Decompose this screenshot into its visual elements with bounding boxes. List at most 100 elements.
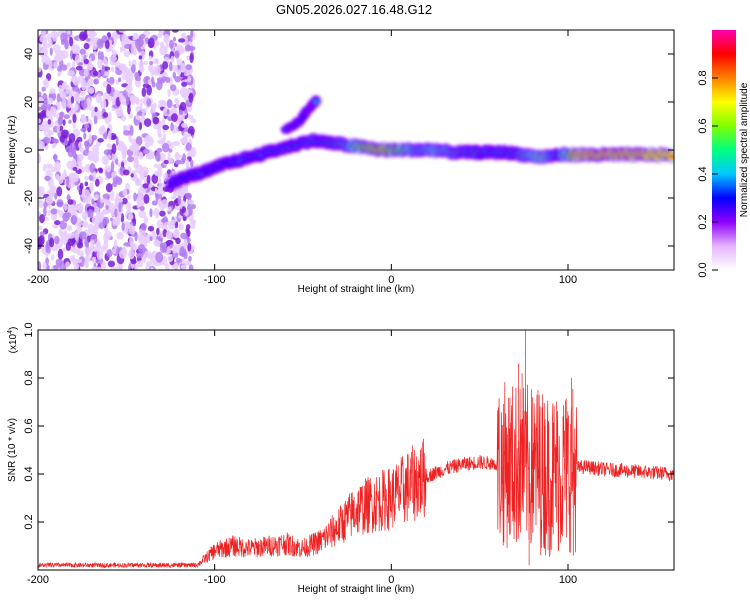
noise-speckle bbox=[122, 169, 130, 176]
noise-speckle bbox=[114, 208, 118, 218]
noise-speckle bbox=[137, 187, 143, 198]
noise-speckle bbox=[66, 175, 70, 187]
colorbar-tick-label: 0.6 bbox=[697, 118, 709, 133]
noise-speckle bbox=[82, 189, 91, 199]
noise-speckle bbox=[166, 108, 170, 115]
noise-speckle bbox=[136, 198, 140, 209]
noise-speckle bbox=[67, 203, 75, 214]
noise-speckle bbox=[180, 86, 187, 98]
noise-speckle bbox=[72, 166, 78, 171]
noise-speckle bbox=[38, 66, 42, 73]
noise-speckle bbox=[116, 177, 123, 186]
noise-speckle bbox=[65, 84, 71, 95]
noise-speckle bbox=[129, 225, 136, 235]
noise-speckle bbox=[56, 199, 64, 208]
noise-speckle bbox=[95, 215, 101, 226]
noise-speckle bbox=[106, 83, 112, 95]
spectrogram-y-tick-label: -20 bbox=[23, 190, 35, 206]
noise-speckle bbox=[50, 208, 58, 215]
noise-speckle bbox=[121, 115, 127, 122]
noise-speckle bbox=[157, 132, 163, 139]
noise-speckle bbox=[69, 255, 75, 262]
noise-speckle bbox=[121, 222, 125, 231]
noise-speckle bbox=[127, 213, 133, 221]
noise-speckle bbox=[158, 177, 162, 187]
noise-speckle bbox=[44, 175, 51, 181]
noise-speckle bbox=[124, 38, 132, 45]
noise-speckle bbox=[158, 120, 163, 129]
noise-speckle bbox=[53, 153, 57, 162]
noise-speckle bbox=[95, 114, 103, 120]
noise-speckle bbox=[101, 260, 106, 270]
noise-speckle bbox=[67, 237, 76, 247]
noise-speckle bbox=[173, 262, 179, 270]
noise-speckle bbox=[85, 254, 89, 264]
noise-speckle bbox=[56, 186, 63, 197]
noise-speckle bbox=[151, 200, 158, 206]
noise-speckle bbox=[67, 233, 75, 239]
noise-speckle bbox=[154, 57, 159, 65]
noise-speckle bbox=[58, 84, 63, 94]
noise-speckle bbox=[136, 115, 141, 121]
noise-speckle bbox=[138, 169, 143, 176]
noise-speckle bbox=[175, 237, 181, 245]
snr-x-tick-label: 100 bbox=[559, 574, 577, 586]
noise-speckle bbox=[156, 227, 160, 236]
noise-speckle bbox=[165, 240, 174, 245]
noise-speckle bbox=[42, 137, 51, 144]
noise-speckle bbox=[162, 143, 170, 153]
noise-speckle bbox=[106, 143, 113, 149]
snr-y-tick-label: 0.4 bbox=[23, 466, 35, 481]
noise-speckle bbox=[99, 198, 104, 203]
noise-speckle bbox=[174, 76, 181, 83]
noise-speckle bbox=[46, 264, 50, 270]
noise-speckle bbox=[53, 44, 61, 53]
noise-speckle bbox=[165, 43, 170, 48]
noise-speckle bbox=[178, 109, 184, 116]
noise-speckle bbox=[159, 242, 164, 248]
noise-speckle bbox=[170, 195, 177, 200]
noise-speckle bbox=[96, 141, 101, 147]
noise-speckle bbox=[111, 49, 117, 57]
noise-speckle bbox=[61, 98, 67, 110]
noise-speckle bbox=[187, 242, 192, 252]
noise-speckle bbox=[128, 112, 133, 119]
noise-speckle bbox=[45, 110, 50, 118]
noise-speckle bbox=[149, 208, 153, 218]
noise-speckle bbox=[54, 161, 61, 172]
noise-speckle bbox=[63, 114, 70, 120]
noise-speckle bbox=[115, 158, 119, 165]
noise-speckle bbox=[104, 60, 109, 67]
noise-speckle bbox=[146, 98, 152, 107]
noise-speckle bbox=[185, 158, 190, 169]
noise-speckle bbox=[66, 62, 71, 68]
noise-speckle bbox=[93, 51, 98, 56]
noise-speckle bbox=[54, 138, 59, 144]
noise-speckle bbox=[167, 255, 174, 262]
noise-speckle bbox=[179, 101, 187, 112]
noise-speckle bbox=[177, 195, 182, 206]
noise-speckle bbox=[78, 141, 83, 150]
noise-speckle bbox=[52, 107, 57, 118]
noise-speckle bbox=[93, 115, 98, 125]
noise-speckle bbox=[136, 252, 144, 258]
noise-speckle bbox=[188, 92, 194, 103]
snr-multiplier: (x104) bbox=[7, 327, 19, 354]
noise-speckle bbox=[47, 209, 51, 216]
noise-speckle bbox=[87, 64, 93, 71]
noise-speckle bbox=[174, 50, 180, 59]
noise-speckle bbox=[138, 122, 142, 131]
noise-speckle bbox=[125, 96, 130, 106]
noise-speckle bbox=[82, 221, 86, 227]
noise-speckle bbox=[166, 249, 171, 254]
noise-speckle bbox=[97, 59, 103, 69]
noise-speckle bbox=[181, 122, 188, 128]
noise-speckle bbox=[128, 60, 132, 67]
noise-speckle bbox=[187, 75, 192, 83]
noise-speckle bbox=[86, 37, 91, 42]
noise-speckle bbox=[142, 148, 150, 155]
noise-speckle bbox=[180, 264, 187, 270]
noise-speckle bbox=[48, 187, 55, 198]
noise-speckle bbox=[138, 210, 146, 219]
noise-speckle bbox=[137, 244, 146, 253]
